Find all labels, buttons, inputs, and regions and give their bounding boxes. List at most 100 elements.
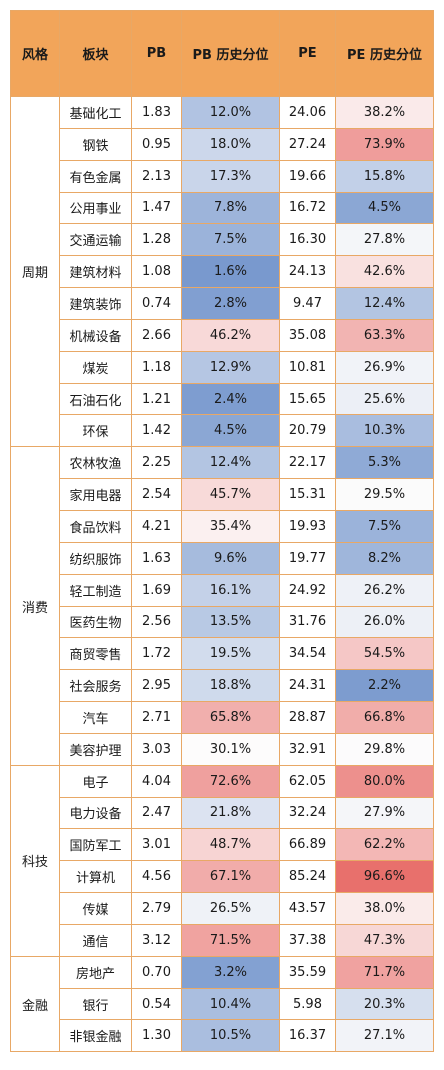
sector-cell: 食品饮料	[59, 509, 132, 543]
table-row: 传媒 2.79 26.5% 43.57 38.0%	[11, 892, 434, 925]
header-pe-percentile: PE 历史分位	[335, 10, 434, 97]
pb-cell: 2.47	[131, 796, 182, 830]
sector-cell: 煤炭	[59, 350, 132, 384]
table-row: 消费 农林牧渔 2.25 12.4% 22.17 5.3%	[10, 446, 434, 766]
pe-percentile-cell: 54.5%	[335, 637, 434, 671]
pb-cell: 2.54	[131, 478, 182, 511]
table-row: 社会服务 2.95 18.8% 24.31 2.2%	[11, 669, 434, 703]
pb-cell: 1.42	[131, 414, 182, 448]
table-row: 纺织服饰 1.63 9.6% 19.77 8.2%	[11, 541, 434, 575]
pb-percentile-cell: 10.4%	[181, 987, 280, 1021]
pb-percentile-cell: 26.5%	[181, 892, 280, 925]
pe-percentile-cell: 29.8%	[335, 732, 434, 766]
pb-cell: 3.03	[131, 732, 182, 766]
pe-cell: 5.98	[279, 987, 336, 1021]
sector-cell: 轻工制造	[59, 573, 132, 607]
pb-percentile-cell: 45.7%	[181, 478, 280, 511]
pb-percentile-cell: 48.7%	[181, 828, 280, 862]
pb-percentile-cell: 19.5%	[181, 637, 280, 671]
pb-percentile-cell: 13.5%	[181, 605, 280, 639]
pe-cell: 28.87	[279, 701, 336, 734]
sector-cell: 交通运输	[59, 223, 132, 257]
pe-percentile-cell: 26.9%	[335, 350, 434, 384]
pe-percentile-cell: 5.3%	[335, 446, 434, 480]
pb-cell: 2.71	[131, 701, 182, 734]
pb-cell: 2.95	[131, 669, 182, 703]
pe-percentile-cell: 20.3%	[335, 987, 434, 1021]
sector-cell: 电力设备	[59, 796, 132, 830]
pe-percentile-cell: 25.6%	[335, 382, 434, 416]
pe-percentile-cell: 4.5%	[335, 191, 434, 225]
pb-percentile-cell: 12.4%	[181, 446, 280, 480]
pe-cell: 32.91	[279, 732, 336, 766]
pb-percentile-cell: 67.1%	[181, 860, 280, 894]
pb-cell: 0.70	[131, 955, 182, 989]
table-row: 商贸零售 1.72 19.5% 34.54 54.5%	[11, 637, 434, 671]
header-pe: PE	[279, 10, 336, 97]
pb-percentile-cell: 21.8%	[181, 796, 280, 830]
table-row: 环保 1.42 4.5% 20.79 10.3%	[11, 414, 434, 448]
pe-percentile-cell: 27.9%	[335, 796, 434, 830]
pe-cell: 35.08	[279, 318, 336, 352]
pe-cell: 62.05	[279, 764, 336, 798]
table-row: 机械设备 2.66 46.2% 35.08 63.3%	[11, 318, 434, 352]
sector-cell: 国防军工	[59, 828, 132, 862]
pe-cell: 32.24	[279, 796, 336, 830]
table-row: 建筑材料 1.08 1.6% 24.13 42.6%	[11, 255, 434, 289]
header-style: 风格	[10, 10, 60, 97]
sector-cell: 钢铁	[59, 127, 132, 161]
pb-cell: 1.30	[131, 1019, 182, 1053]
table-row: 公用事业 1.47 7.8% 16.72 4.5%	[11, 191, 434, 225]
table-body: 周期 基础化工 1.83 12.0% 24.06 38.2% 钢铁 0.95 18.0% 27.2…	[10, 95, 434, 1053]
pe-percentile-cell: 27.1%	[335, 1019, 434, 1053]
pe-cell: 22.17	[279, 446, 336, 480]
sector-cell: 美容护理	[59, 732, 132, 766]
pe-cell: 16.37	[279, 1019, 336, 1053]
pe-percentile-cell: 15.8%	[335, 159, 434, 193]
sector-cell: 家用电器	[59, 478, 132, 511]
table-row: 食品饮料 4.21 35.4% 19.93 7.5%	[11, 509, 434, 543]
table-row: 周期 基础化工 1.83 12.0% 24.06 38.2%	[10, 95, 434, 448]
pe-percentile-cell: 29.5%	[335, 478, 434, 511]
sector-cell: 房地产	[59, 955, 132, 989]
pb-cell: 1.72	[131, 637, 182, 671]
pb-percentile-cell: 46.2%	[181, 318, 280, 352]
pb-cell: 2.25	[131, 446, 182, 480]
pe-cell: 43.57	[279, 892, 336, 925]
sector-cell: 建筑材料	[59, 255, 132, 289]
table-row: 煤炭 1.18 12.9% 10.81 26.9%	[11, 350, 434, 384]
sector-cell: 电子	[59, 764, 132, 798]
table-row: 有色金属 2.13 17.3% 19.66 15.8%	[11, 159, 434, 193]
sector-cell: 银行	[59, 987, 132, 1021]
sector-cell: 纺织服饰	[59, 541, 132, 575]
pb-cell: 2.56	[131, 605, 182, 639]
pe-cell: 66.89	[279, 828, 336, 862]
sector-cell: 有色金属	[59, 159, 132, 193]
valuation-table: 风格 板块 PB PB 历史分位 PE PE 历史分位 周期 基础化工 1.83 12…	[10, 10, 434, 1053]
table-row: 轻工制造 1.69 16.1% 24.92 26.2%	[11, 573, 434, 607]
pb-percentile-cell: 7.8%	[181, 191, 280, 225]
style-group-cell: 消费	[10, 446, 60, 766]
header-pb: PB	[131, 10, 182, 97]
table-row: 钢铁 0.95 18.0% 27.24 73.9%	[11, 127, 434, 161]
sector-cell: 社会服务	[59, 669, 132, 703]
table-row: 石油石化 1.21 2.4% 15.65 25.6%	[11, 382, 434, 416]
table-row: 通信 3.12 71.5% 37.38 47.3%	[11, 923, 434, 957]
pb-cell: 1.63	[131, 541, 182, 575]
pb-percentile-cell: 12.9%	[181, 350, 280, 384]
pe-percentile-cell: 96.6%	[335, 860, 434, 894]
sector-cell: 传媒	[59, 892, 132, 925]
pb-cell: 3.01	[131, 828, 182, 862]
pb-percentile-cell: 7.5%	[181, 223, 280, 257]
table-row: 交通运输 1.28 7.5% 16.30 27.8%	[11, 223, 434, 257]
style-group-cell: 金融	[10, 955, 60, 1053]
pb-cell: 1.28	[131, 223, 182, 257]
pb-percentile-cell: 65.8%	[181, 701, 280, 734]
pe-cell: 9.47	[279, 287, 336, 320]
pb-cell: 2.66	[131, 318, 182, 352]
sector-cell: 石油石化	[59, 382, 132, 416]
pb-cell: 1.21	[131, 382, 182, 416]
pb-cell: 0.95	[131, 127, 182, 161]
pe-percentile-cell: 62.2%	[335, 828, 434, 862]
pe-percentile-cell: 26.0%	[335, 605, 434, 639]
